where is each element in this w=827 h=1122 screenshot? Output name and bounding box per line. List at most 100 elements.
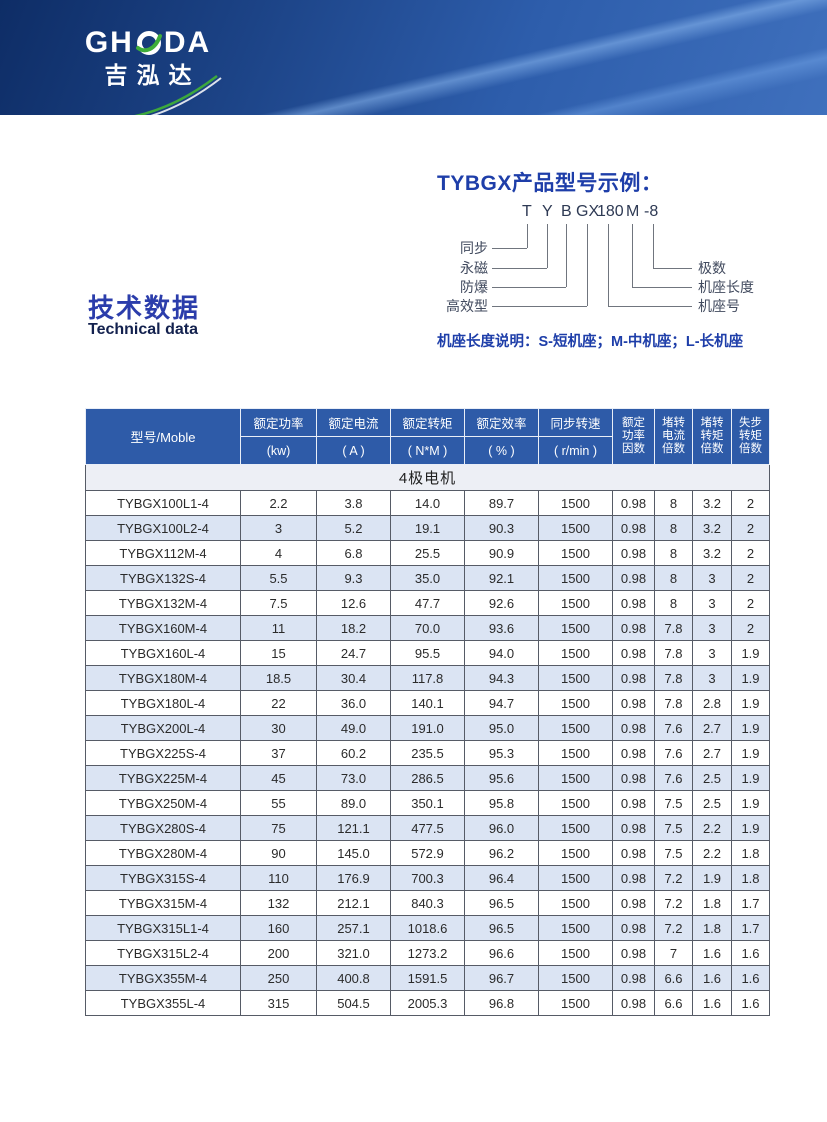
cell-value: 1500 <box>538 940 613 966</box>
cell-value: 7.5 <box>654 790 693 816</box>
cell-value: 96.5 <box>464 915 539 941</box>
table-row: TYBGX200L-4 30 49.0 191.0 95.0 1500 0.98 7.6 2.7… <box>85 715 770 741</box>
cell-value: 1500 <box>538 865 613 891</box>
cell-value: 7.5 <box>240 590 317 616</box>
cell-value: 3 <box>240 515 317 541</box>
col-header-unit: ( % ) <box>464 436 539 465</box>
cell-value: 572.9 <box>390 840 465 866</box>
cell-value: 321.0 <box>316 940 391 966</box>
cell-value: 1.9 <box>731 640 770 666</box>
header-banner: GH DA 吉泓达 <box>0 0 827 115</box>
cell-value: 1500 <box>538 790 613 816</box>
cell-value: 1500 <box>538 540 613 566</box>
cell-value: 2.8 <box>692 690 732 716</box>
cell-value: 1500 <box>538 990 613 1016</box>
cell-value: 1500 <box>538 640 613 666</box>
cell-value: 49.0 <box>316 715 391 741</box>
cell-model-name: TYBGX280M-4 <box>85 840 241 866</box>
cell-value: 7.2 <box>654 890 693 916</box>
cell-value: 96.7 <box>464 965 539 991</box>
cell-value: 37 <box>240 740 317 766</box>
table-section-label: 4极电机 <box>85 464 770 491</box>
cell-value: 200 <box>240 940 317 966</box>
cell-value: 2.5 <box>692 765 732 791</box>
table-row: TYBGX315S-4 110 176.9 700.3 96.4 1500 0.98 7.2 1… <box>85 865 770 891</box>
cell-value: 0.98 <box>612 740 655 766</box>
table-section-row: 4极电机 <box>85 464 770 491</box>
technical-data-table: 型号/Moble 额定功率 额定电流 额定转矩 额定效率 同步转速 额定 功率 因数 堵转 电… <box>85 408 770 1016</box>
col-header-narrow: 额定 功率 因数 <box>612 408 655 465</box>
diagram-label-left: 同步 <box>460 240 488 256</box>
cell-value: 89.0 <box>316 790 391 816</box>
cell-value: 160 <box>240 915 317 941</box>
diagram-label-left: 高效型 <box>446 298 488 314</box>
diagram-connector-line <box>492 306 587 307</box>
cell-value: 18.2 <box>316 615 391 641</box>
section-title-en: Technical data <box>88 321 198 338</box>
cell-value: 3.2 <box>692 515 732 541</box>
cell-value: 96.0 <box>464 815 539 841</box>
col-header-unit: ( A ) <box>316 436 391 465</box>
cell-value: 0.98 <box>612 840 655 866</box>
cell-value: 2.7 <box>692 740 732 766</box>
diagram-connector-line <box>632 224 633 287</box>
cell-value: 0.98 <box>612 940 655 966</box>
table-row: TYBGX100L1-4 2.2 3.8 14.0 89.7 1500 0.98 8 3.2 2 <box>85 490 770 516</box>
cell-value: 477.5 <box>390 815 465 841</box>
cell-value: 96.5 <box>464 890 539 916</box>
brand-logo: GH DA 吉泓达 <box>73 26 223 115</box>
cell-value: 5.2 <box>316 515 391 541</box>
cell-value: 93.6 <box>464 615 539 641</box>
cell-value: 2.2 <box>240 490 317 516</box>
cell-value: 1.8 <box>731 865 770 891</box>
cell-value: 1500 <box>538 815 613 841</box>
logo-o-swirl-icon <box>135 31 162 55</box>
table-row: TYBGX132S-4 5.5 9.3 35.0 92.1 1500 0.98 8 3 2 <box>85 565 770 591</box>
brand-logo-text: GH DA <box>73 26 223 60</box>
cell-value: 1500 <box>538 590 613 616</box>
cell-value: 5.5 <box>240 565 317 591</box>
section-title-cn: 技术数据 <box>88 293 201 323</box>
cell-value: 3.8 <box>316 490 391 516</box>
cell-model-name: TYBGX100L2-4 <box>85 515 241 541</box>
cell-value: 7.6 <box>654 740 693 766</box>
cell-value: 1273.2 <box>390 940 465 966</box>
cell-value: 1.7 <box>731 915 770 941</box>
cell-value: 19.1 <box>390 515 465 541</box>
col-header-unit: ( N*M ) <box>390 436 465 465</box>
cell-value: 6.6 <box>654 990 693 1016</box>
table-row: TYBGX315M-4 132 212.1 840.3 96.5 1500 0.98 7.2 1… <box>85 890 770 916</box>
frame-length-note: 机座长度说明：S-短机座；M-中机座；L-长机座 <box>437 334 744 350</box>
cell-value: 191.0 <box>390 715 465 741</box>
cell-value: 257.1 <box>316 915 391 941</box>
brand-logo-chinese: 吉泓达 <box>104 62 201 88</box>
cell-value: 3.2 <box>692 490 732 516</box>
technical-data-table-wrapper: 型号/Moble 额定功率 额定电流 额定转矩 额定效率 同步转速 额定 功率 因数 堵转 电… <box>85 408 770 1016</box>
cell-value: 8 <box>654 515 693 541</box>
cell-value: 1.6 <box>692 990 732 1016</box>
model-code-part: GX <box>576 203 600 220</box>
cell-value: 3 <box>692 665 732 691</box>
cell-value: 30.4 <box>316 665 391 691</box>
cell-value: 121.1 <box>316 815 391 841</box>
cell-model-name: TYBGX225S-4 <box>85 740 241 766</box>
cell-value: 1500 <box>538 765 613 791</box>
col-header-label: 额定电流 <box>316 408 391 437</box>
model-code-part: 180 <box>597 203 624 220</box>
cell-value: 400.8 <box>316 965 391 991</box>
cell-value: 94.7 <box>464 690 539 716</box>
cell-value: 7.8 <box>654 665 693 691</box>
cell-value: 92.1 <box>464 565 539 591</box>
cell-value: 96.8 <box>464 990 539 1016</box>
cell-value: 1.7 <box>731 890 770 916</box>
cell-value: 2 <box>731 615 770 641</box>
cell-value: 235.5 <box>390 740 465 766</box>
cell-value: 1.6 <box>692 965 732 991</box>
cell-value: 3 <box>692 590 732 616</box>
cell-value: 8 <box>654 540 693 566</box>
cell-value: 0.98 <box>612 690 655 716</box>
cell-value: 11 <box>240 615 317 641</box>
cell-value: 504.5 <box>316 990 391 1016</box>
cell-value: 3 <box>692 565 732 591</box>
cell-value: 2.5 <box>692 790 732 816</box>
